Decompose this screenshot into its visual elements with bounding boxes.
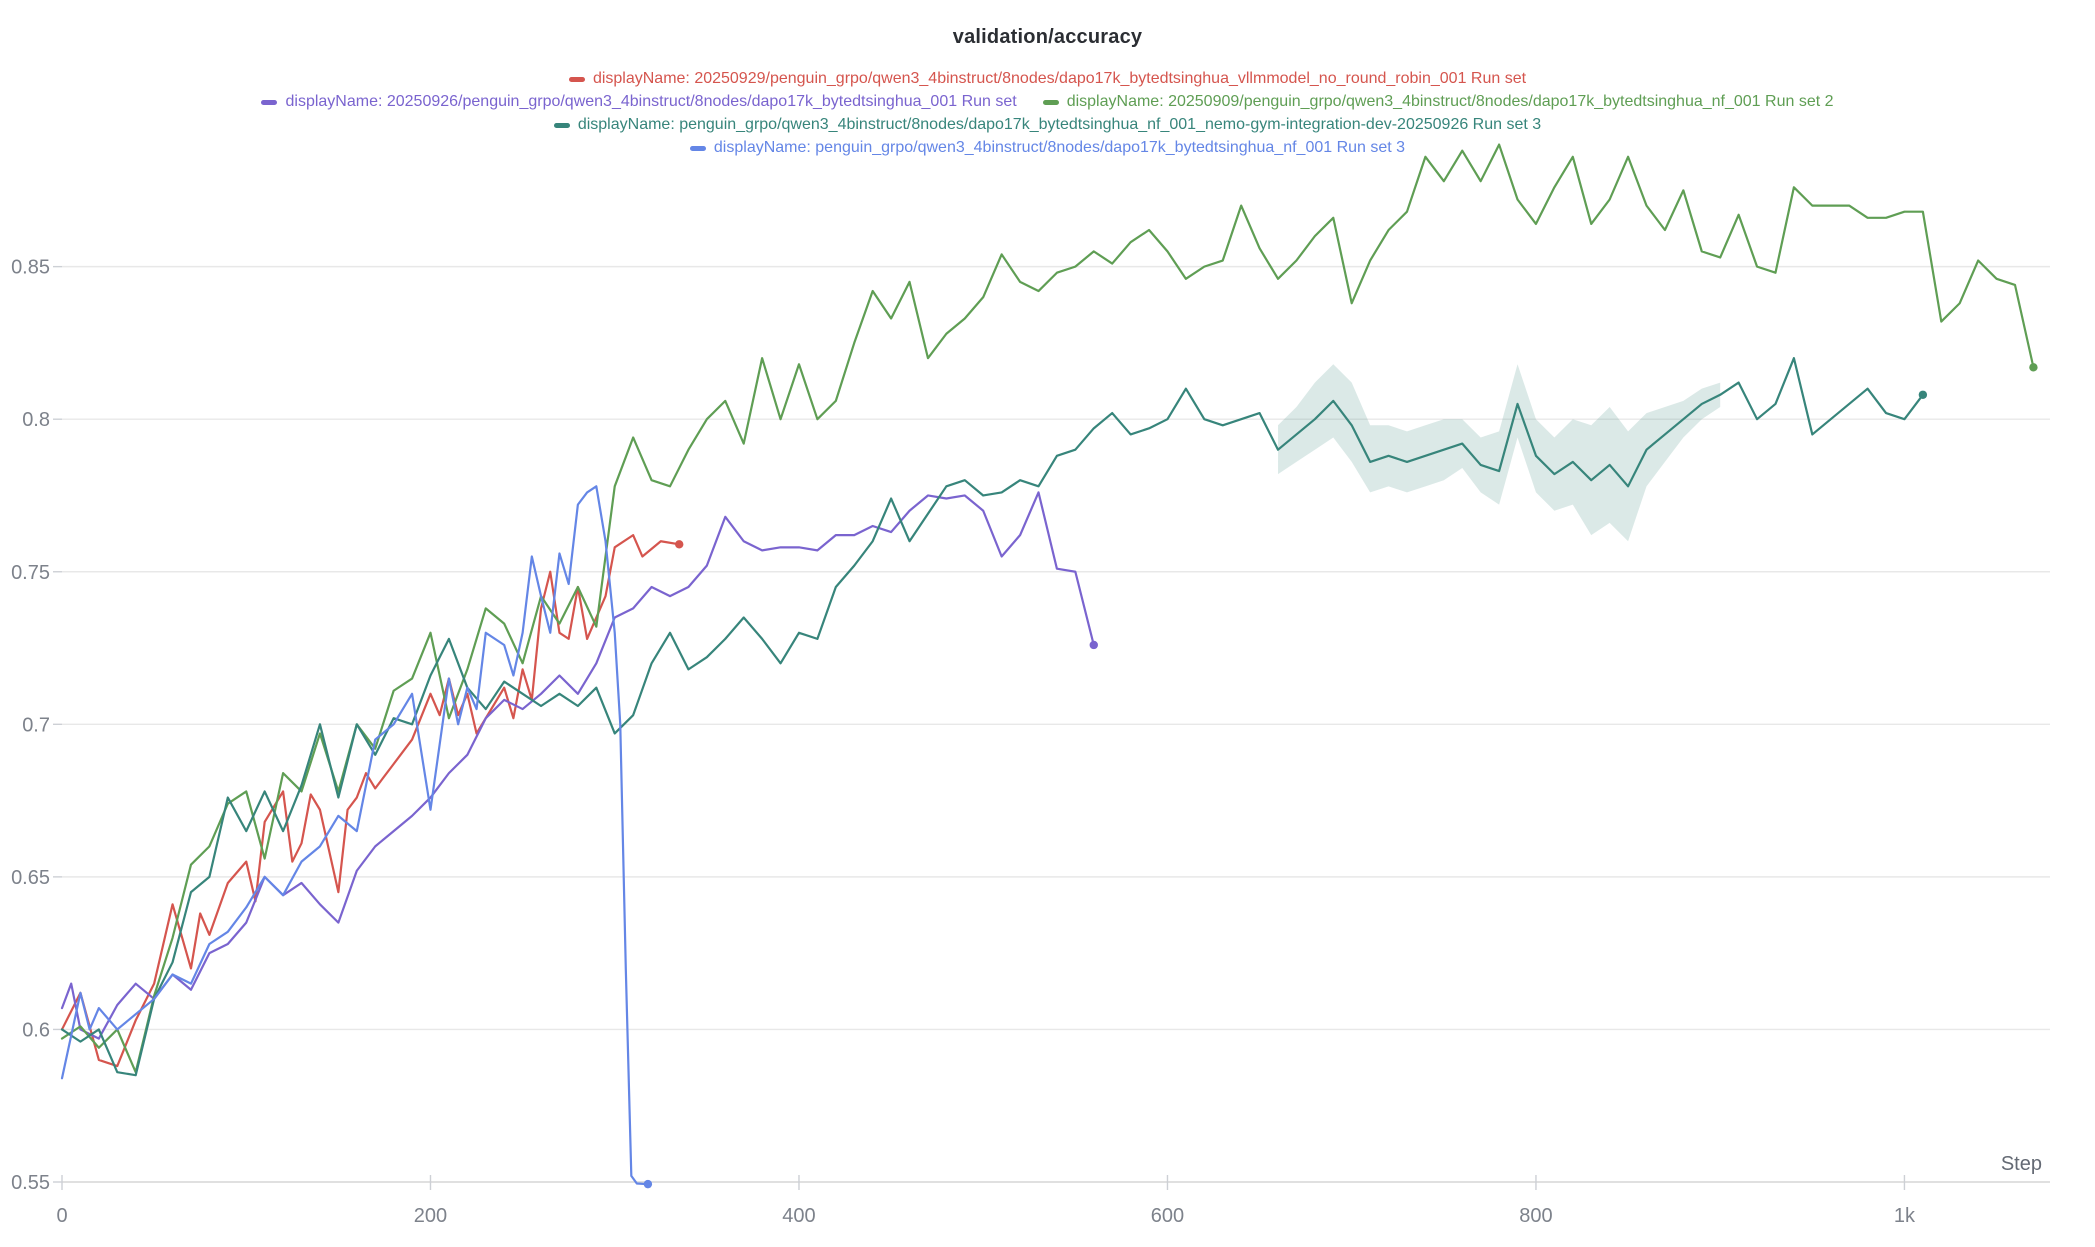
series-end-marker: [1089, 640, 1098, 650]
y-tick-label: 0.75: [11, 562, 50, 584]
y-tick-label: 0.65: [11, 867, 50, 889]
legend-row: displayName: 20250926/penguin_grpo/qwen3…: [261, 93, 1834, 111]
legend-label: displayName: 20250909/penguin_grpo/qwen3…: [1066, 93, 1834, 110]
series-end-marker: [2029, 363, 2038, 372]
series-line-run-nf-001-run-set-3[interactable]: [60, 485, 649, 1186]
legend-swatch-icon: [568, 76, 585, 82]
legend-item-run-20250909-nf-001[interactable]: displayName: 20250909/penguin_grpo/qwen3…: [1042, 93, 1834, 111]
legend-item-run-nemo-gym-integration-dev-20250926[interactable]: displayName: penguin_grpo/qwen3_4binstru…: [553, 116, 1542, 134]
confidence-band: [1278, 364, 1721, 542]
legend-row: displayName: penguin_grpo/qwen3_4binstru…: [553, 116, 1542, 134]
series-end-marker: [675, 540, 684, 549]
legend-item-run-20250929-vllmmodel-no-round-robin[interactable]: displayName: 20250929/penguin_grpo/qwen3…: [568, 70, 1527, 88]
x-tick-label: 0: [56, 1205, 67, 1227]
legend-item-run-20250926-bytedtsinghua-001[interactable]: displayName: 20250926/penguin_grpo/qwen3…: [261, 93, 1017, 111]
legend-swatch-icon: [689, 145, 706, 151]
x-tick-label: 400: [782, 1205, 815, 1227]
legend-swatch-icon: [1042, 99, 1059, 105]
x-tick-label: 800: [1519, 1205, 1552, 1227]
x-tick-label: 600: [1151, 1205, 1184, 1227]
legend-item-run-nf-001-run-set-3[interactable]: displayName: penguin_grpo/qwen3_4binstru…: [689, 139, 1406, 157]
y-tick-label: 0.6: [22, 1019, 50, 1041]
legend-label: displayName: penguin_grpo/qwen3_4binstru…: [713, 139, 1406, 156]
legend-swatch-icon: [553, 122, 570, 128]
x-tick-label: 200: [414, 1205, 447, 1227]
chart-title: validation/accuracy: [952, 26, 1143, 48]
legend-label: displayName: penguin_grpo/qwen3_4binstru…: [577, 116, 1542, 133]
y-tick-label: 0.8: [22, 409, 50, 431]
series-end-marker: [1918, 390, 1928, 399]
legend: displayName: 20250929/penguin_grpo/qwen3…: [0, 70, 2095, 157]
series-line-run-20250909-nf-001[interactable]: [60, 143, 2035, 1074]
x-tick-label: 1k: [1894, 1205, 1916, 1227]
series-line-run-20250926-bytedtsinghua-001[interactable]: [60, 491, 1095, 1040]
y-tick-label: 0.55: [11, 1172, 50, 1194]
series-end-marker: [643, 1179, 653, 1189]
legend-swatch-icon: [261, 99, 278, 105]
legend-row: displayName: penguin_grpo/qwen3_4binstru…: [689, 139, 1406, 157]
legend-label: displayName: 20250929/penguin_grpo/qwen3…: [592, 70, 1527, 87]
y-tick-label: 0.7: [22, 714, 50, 736]
legend-label: displayName: 20250926/penguin_grpo/qwen3…: [285, 93, 1017, 110]
series-line-run-20250929-vllmmodel-no-round-robin[interactable]: [60, 534, 681, 1068]
y-tick-label: 0.85: [11, 257, 50, 279]
x-axis-label: Step: [2001, 1153, 2042, 1175]
legend-row: displayName: 20250929/penguin_grpo/qwen3…: [568, 70, 1527, 88]
